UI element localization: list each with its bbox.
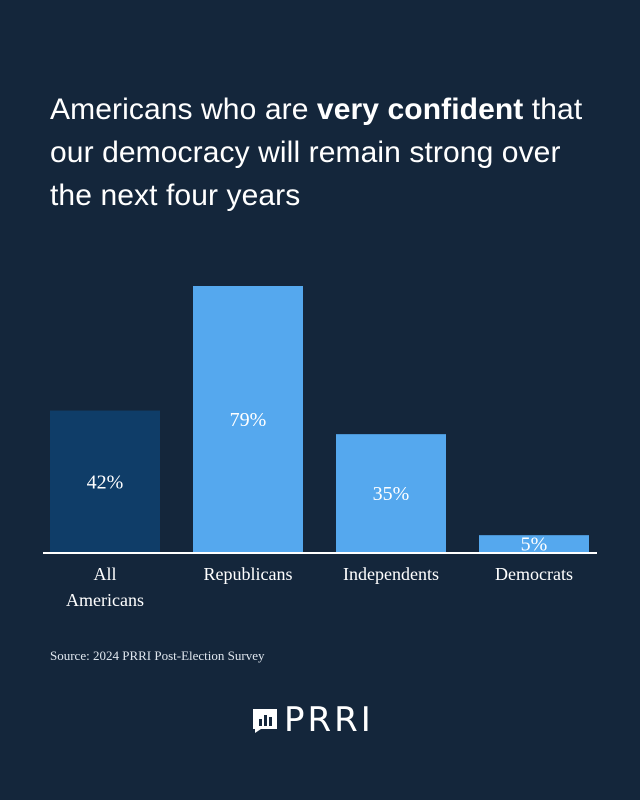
category-label-independents: Independents <box>343 564 439 584</box>
bar-independents <box>336 434 446 552</box>
title-part-1: Americans who are <box>50 93 317 126</box>
bar-value-all-americans: 42% <box>87 471 124 493</box>
source-note: Source: 2024 PRRI Post-Election Survey <box>50 648 265 663</box>
bar-all-americans <box>50 410 160 552</box>
bar-republicans <box>193 286 303 552</box>
bar-value-independents: 35% <box>373 483 410 505</box>
category-label-republicans: Republicans <box>204 564 293 584</box>
bar-value-republicans: 79% <box>230 409 267 431</box>
bar-democrats <box>479 535 589 552</box>
category-label-all-americans-line-2: Americans <box>66 590 144 610</box>
category-label-democrats: Democrats <box>495 564 573 584</box>
title-part-2: that our democracy will remain strong ov… <box>50 93 583 212</box>
chart-title: Americans who are very confident that ou… <box>50 88 610 217</box>
logo-text: PRRI <box>284 700 374 740</box>
title-emphasis: very confident <box>316 93 524 126</box>
bar-value-democrats: 5% <box>521 534 548 556</box>
category-label-all-americans-line-1: All <box>93 564 116 584</box>
prri-logo-icon <box>253 709 277 733</box>
prri-logo: PRRI <box>252 700 374 740</box>
